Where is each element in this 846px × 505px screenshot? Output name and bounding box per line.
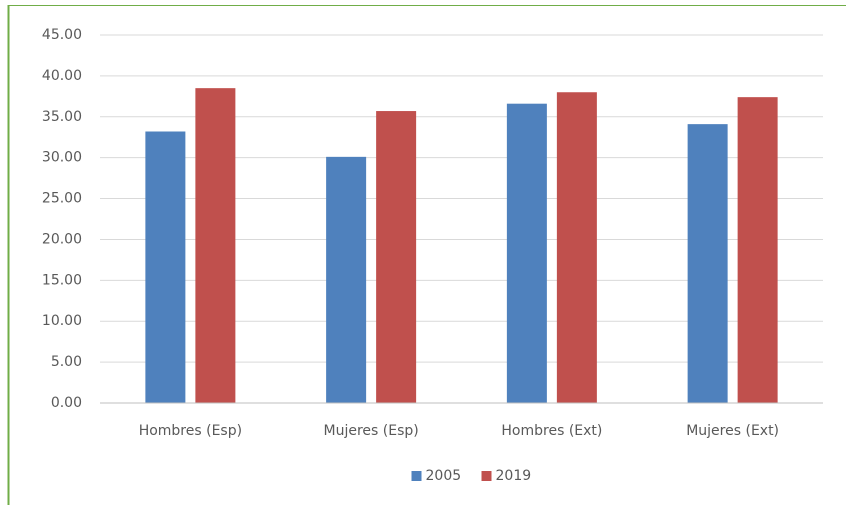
- bar: [506, 103, 547, 404]
- legend-label: 2005: [426, 468, 462, 484]
- y-tick-label: 25.00: [42, 191, 82, 207]
- bar: [687, 124, 728, 403]
- y-tick-label: 30.00: [42, 150, 82, 166]
- y-tick-label: 5.00: [51, 354, 82, 370]
- y-tick-label: 40.00: [42, 68, 82, 84]
- x-tick-label: Hombres (Esp): [139, 423, 242, 439]
- bar: [737, 97, 778, 403]
- bar: [195, 88, 236, 404]
- bar: [145, 131, 186, 403]
- y-tick-label: 15.00: [42, 272, 82, 288]
- y-tick-label: 45.00: [42, 27, 82, 43]
- y-tick-label: 0.00: [51, 395, 82, 411]
- x-tick-label: Mujeres (Esp): [324, 423, 419, 439]
- y-tick-label: 20.00: [42, 231, 82, 247]
- legend-label: 2019: [496, 468, 532, 484]
- y-tick-label: 10.00: [42, 313, 82, 329]
- bar: [326, 156, 367, 403]
- legend-swatch: [481, 471, 492, 481]
- x-tick-label: Hombres (Ext): [501, 423, 602, 439]
- y-tick-label: 35.00: [42, 109, 82, 125]
- bar: [376, 111, 417, 403]
- x-tick-label: Mujeres (Ext): [686, 423, 779, 439]
- legend-swatch: [411, 471, 422, 481]
- bar: [556, 92, 597, 403]
